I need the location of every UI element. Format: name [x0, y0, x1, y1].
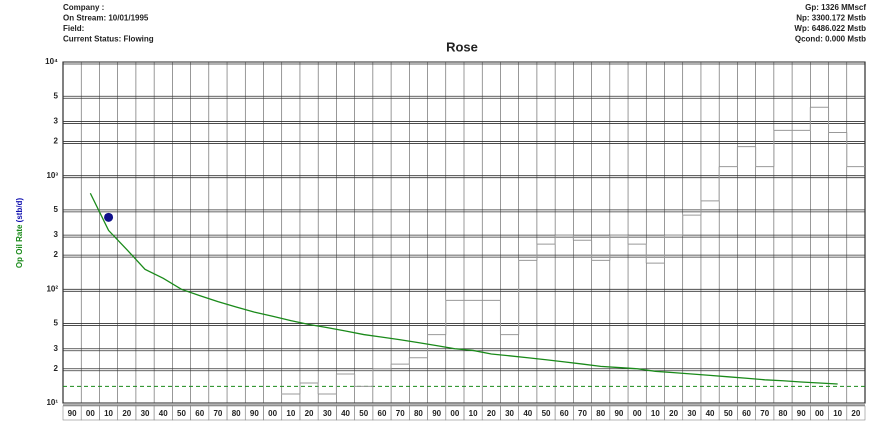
- x-tick-label: 40: [159, 409, 168, 418]
- x-tick-label: 30: [141, 409, 150, 418]
- x-tick-label: 20: [305, 409, 314, 418]
- x-tick-label: 70: [396, 409, 405, 418]
- x-tick-label: 60: [560, 409, 569, 418]
- info-right: Wp: 6486.022 Mstb: [794, 24, 866, 33]
- x-tick-label: 50: [177, 409, 186, 418]
- info-left: Field:: [63, 24, 84, 33]
- x-tick-label: 90: [797, 409, 806, 418]
- x-tick-label: 50: [542, 409, 551, 418]
- y-tick-label: 5: [54, 205, 59, 214]
- x-tick-label: 30: [323, 409, 332, 418]
- x-tick-label: 40: [706, 409, 715, 418]
- y-tick-label: 3: [54, 117, 59, 126]
- y-tick-label: 2: [54, 137, 59, 146]
- x-tick-label: 00: [633, 409, 642, 418]
- info-right: Np: 3300.172 Mstb: [796, 14, 866, 23]
- y-tick-label: 10⁴: [45, 57, 58, 66]
- y-axis-label: Op Oil Rate (stb/d): [15, 198, 24, 269]
- x-tick-label: 80: [779, 409, 788, 418]
- y-tick-label: 3: [54, 230, 59, 239]
- x-tick-label: 00: [815, 409, 824, 418]
- y-label-unit: (stb/d): [15, 198, 24, 223]
- y-tick-label: 10²: [46, 284, 58, 293]
- x-tick-label: 00: [268, 409, 277, 418]
- y-tick-label: 3: [54, 344, 59, 353]
- x-tick-label: 70: [760, 409, 769, 418]
- x-tick-label: 10: [833, 409, 842, 418]
- x-tick-label: 90: [432, 409, 441, 418]
- x-tick-label: 40: [341, 409, 350, 418]
- x-tick-label: 00: [450, 409, 459, 418]
- x-tick-label: 40: [523, 409, 532, 418]
- y-label-text: Op Oil Rate: [15, 224, 24, 268]
- x-tick-label: 20: [669, 409, 678, 418]
- x-tick-label: 60: [378, 409, 387, 418]
- series-line: [89, 192, 838, 385]
- y-tick-label: 5: [54, 319, 59, 328]
- x-tick-label: 70: [213, 409, 222, 418]
- y-tick-label: 2: [54, 250, 59, 259]
- info-left: On Stream: 10/01/1995: [63, 14, 149, 23]
- x-tick-label: 80: [232, 409, 241, 418]
- info-right: Qcond: 0.000 Mstb: [795, 35, 866, 44]
- x-tick-label: 60: [742, 409, 751, 418]
- x-tick-label: 60: [195, 409, 204, 418]
- x-tick-label: 50: [359, 409, 368, 418]
- x-tick-label: 30: [505, 409, 514, 418]
- y-tick-label: 10³: [46, 171, 58, 180]
- y-tick-label: 2: [54, 364, 59, 373]
- x-tick-label: 10: [651, 409, 660, 418]
- marker-point: [104, 212, 114, 222]
- y-tick-label: 10¹: [46, 398, 58, 407]
- x-tick-label: 20: [122, 409, 131, 418]
- x-tick-label: 90: [68, 409, 77, 418]
- x-tick-label: 10: [104, 409, 113, 418]
- chart-title: Rose: [446, 39, 478, 54]
- info-right: Gp: 1326 MMscf: [805, 3, 866, 12]
- x-tick-label: 30: [687, 409, 696, 418]
- x-tick-label: 20: [487, 409, 496, 418]
- info-left: Company :: [63, 3, 104, 12]
- x-tick-label: 70: [578, 409, 587, 418]
- x-tick-label: 90: [614, 409, 623, 418]
- x-tick-label: 10: [469, 409, 478, 418]
- x-tick-label: 80: [596, 409, 605, 418]
- x-tick-label: 10: [286, 409, 295, 418]
- info-left: Current Status: Flowing: [63, 35, 154, 44]
- x-tick-cell: [846, 405, 866, 421]
- x-tick-label: 50: [724, 409, 733, 418]
- y-tick-label: 5: [54, 91, 59, 100]
- x-tick-label: 20: [851, 409, 860, 418]
- x-tick-label: 80: [414, 409, 423, 418]
- x-tick-label: 00: [86, 409, 95, 418]
- x-tick-label: 90: [250, 409, 259, 418]
